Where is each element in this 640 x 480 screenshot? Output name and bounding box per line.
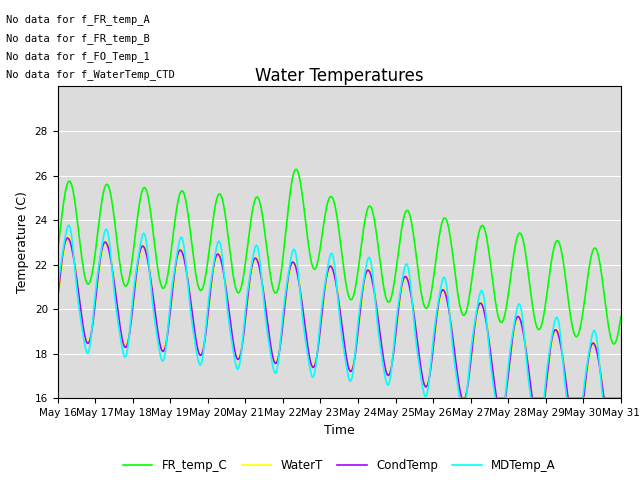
FR_temp_C xyxy=(54,248,61,254)
MDTemp_A xyxy=(64,223,72,229)
FR_temp_C xyxy=(179,189,187,194)
CondTemp xyxy=(54,297,61,302)
FR_temp_C xyxy=(425,301,433,307)
CondTemp xyxy=(64,235,72,241)
Text: No data for f_FO_Temp_1: No data for f_FO_Temp_1 xyxy=(6,51,150,62)
MDTemp_A xyxy=(617,396,625,401)
CondTemp xyxy=(210,264,218,270)
FR_temp_C xyxy=(617,314,625,320)
WaterT xyxy=(210,270,218,276)
MDTemp_A xyxy=(180,242,188,248)
MDTemp_A xyxy=(456,396,464,401)
Line: FR_temp_C: FR_temp_C xyxy=(58,169,621,344)
CondTemp xyxy=(123,344,131,349)
MDTemp_A xyxy=(65,222,72,228)
FR_temp_C xyxy=(64,180,72,186)
WaterT xyxy=(180,250,188,256)
FR_temp_C xyxy=(610,341,618,347)
WaterT xyxy=(65,234,72,240)
WaterT xyxy=(425,375,433,381)
Line: CondTemp: CondTemp xyxy=(58,238,621,398)
X-axis label: Time: Time xyxy=(324,424,355,437)
Line: MDTemp_A: MDTemp_A xyxy=(58,225,621,398)
CondTemp xyxy=(65,236,72,241)
CondTemp xyxy=(180,254,188,260)
FR_temp_C xyxy=(122,283,129,289)
FR_temp_C xyxy=(209,219,216,225)
Title: Water Temperatures: Water Temperatures xyxy=(255,67,424,85)
CondTemp xyxy=(408,301,416,307)
WaterT xyxy=(54,299,61,305)
WaterT xyxy=(123,341,131,347)
MDTemp_A xyxy=(425,379,433,385)
CondTemp xyxy=(617,396,625,401)
WaterT xyxy=(64,235,72,240)
WaterT xyxy=(493,396,501,401)
WaterT xyxy=(617,396,625,401)
MDTemp_A xyxy=(408,302,416,308)
CondTemp xyxy=(459,396,467,401)
Text: No data for f_FR_temp_B: No data for f_FR_temp_B xyxy=(6,33,150,44)
Line: WaterT: WaterT xyxy=(58,237,621,398)
MDTemp_A xyxy=(210,262,218,267)
MDTemp_A xyxy=(123,351,131,357)
Y-axis label: Temperature (C): Temperature (C) xyxy=(16,192,29,293)
Legend: FR_temp_C, WaterT, CondTemp, MDTemp_A: FR_temp_C, WaterT, CondTemp, MDTemp_A xyxy=(118,454,561,477)
FR_temp_C xyxy=(408,225,416,231)
WaterT xyxy=(408,297,416,302)
Text: No data for f_WaterTemp_CTD: No data for f_WaterTemp_CTD xyxy=(6,69,175,80)
CondTemp xyxy=(425,377,433,383)
MDTemp_A xyxy=(54,288,61,294)
FR_temp_C xyxy=(292,167,300,172)
Text: No data for f_FR_temp_A: No data for f_FR_temp_A xyxy=(6,14,150,25)
